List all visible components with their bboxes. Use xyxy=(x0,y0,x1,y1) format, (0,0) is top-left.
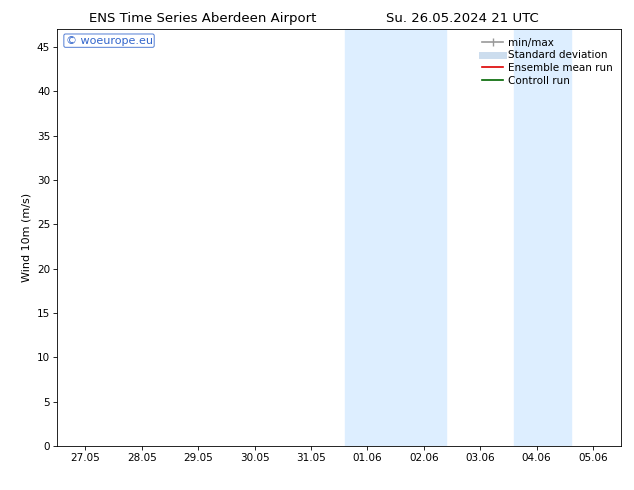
Legend: min/max, Standard deviation, Ensemble mean run, Controll run: min/max, Standard deviation, Ensemble me… xyxy=(479,35,616,89)
Text: © woeurope.eu: © woeurope.eu xyxy=(65,36,153,46)
Bar xyxy=(514,29,571,446)
Bar xyxy=(345,29,446,446)
Y-axis label: Wind 10m (m/s): Wind 10m (m/s) xyxy=(22,193,31,282)
Text: Su. 26.05.2024 21 UTC: Su. 26.05.2024 21 UTC xyxy=(387,12,539,25)
Text: ENS Time Series Aberdeen Airport: ENS Time Series Aberdeen Airport xyxy=(89,12,316,25)
